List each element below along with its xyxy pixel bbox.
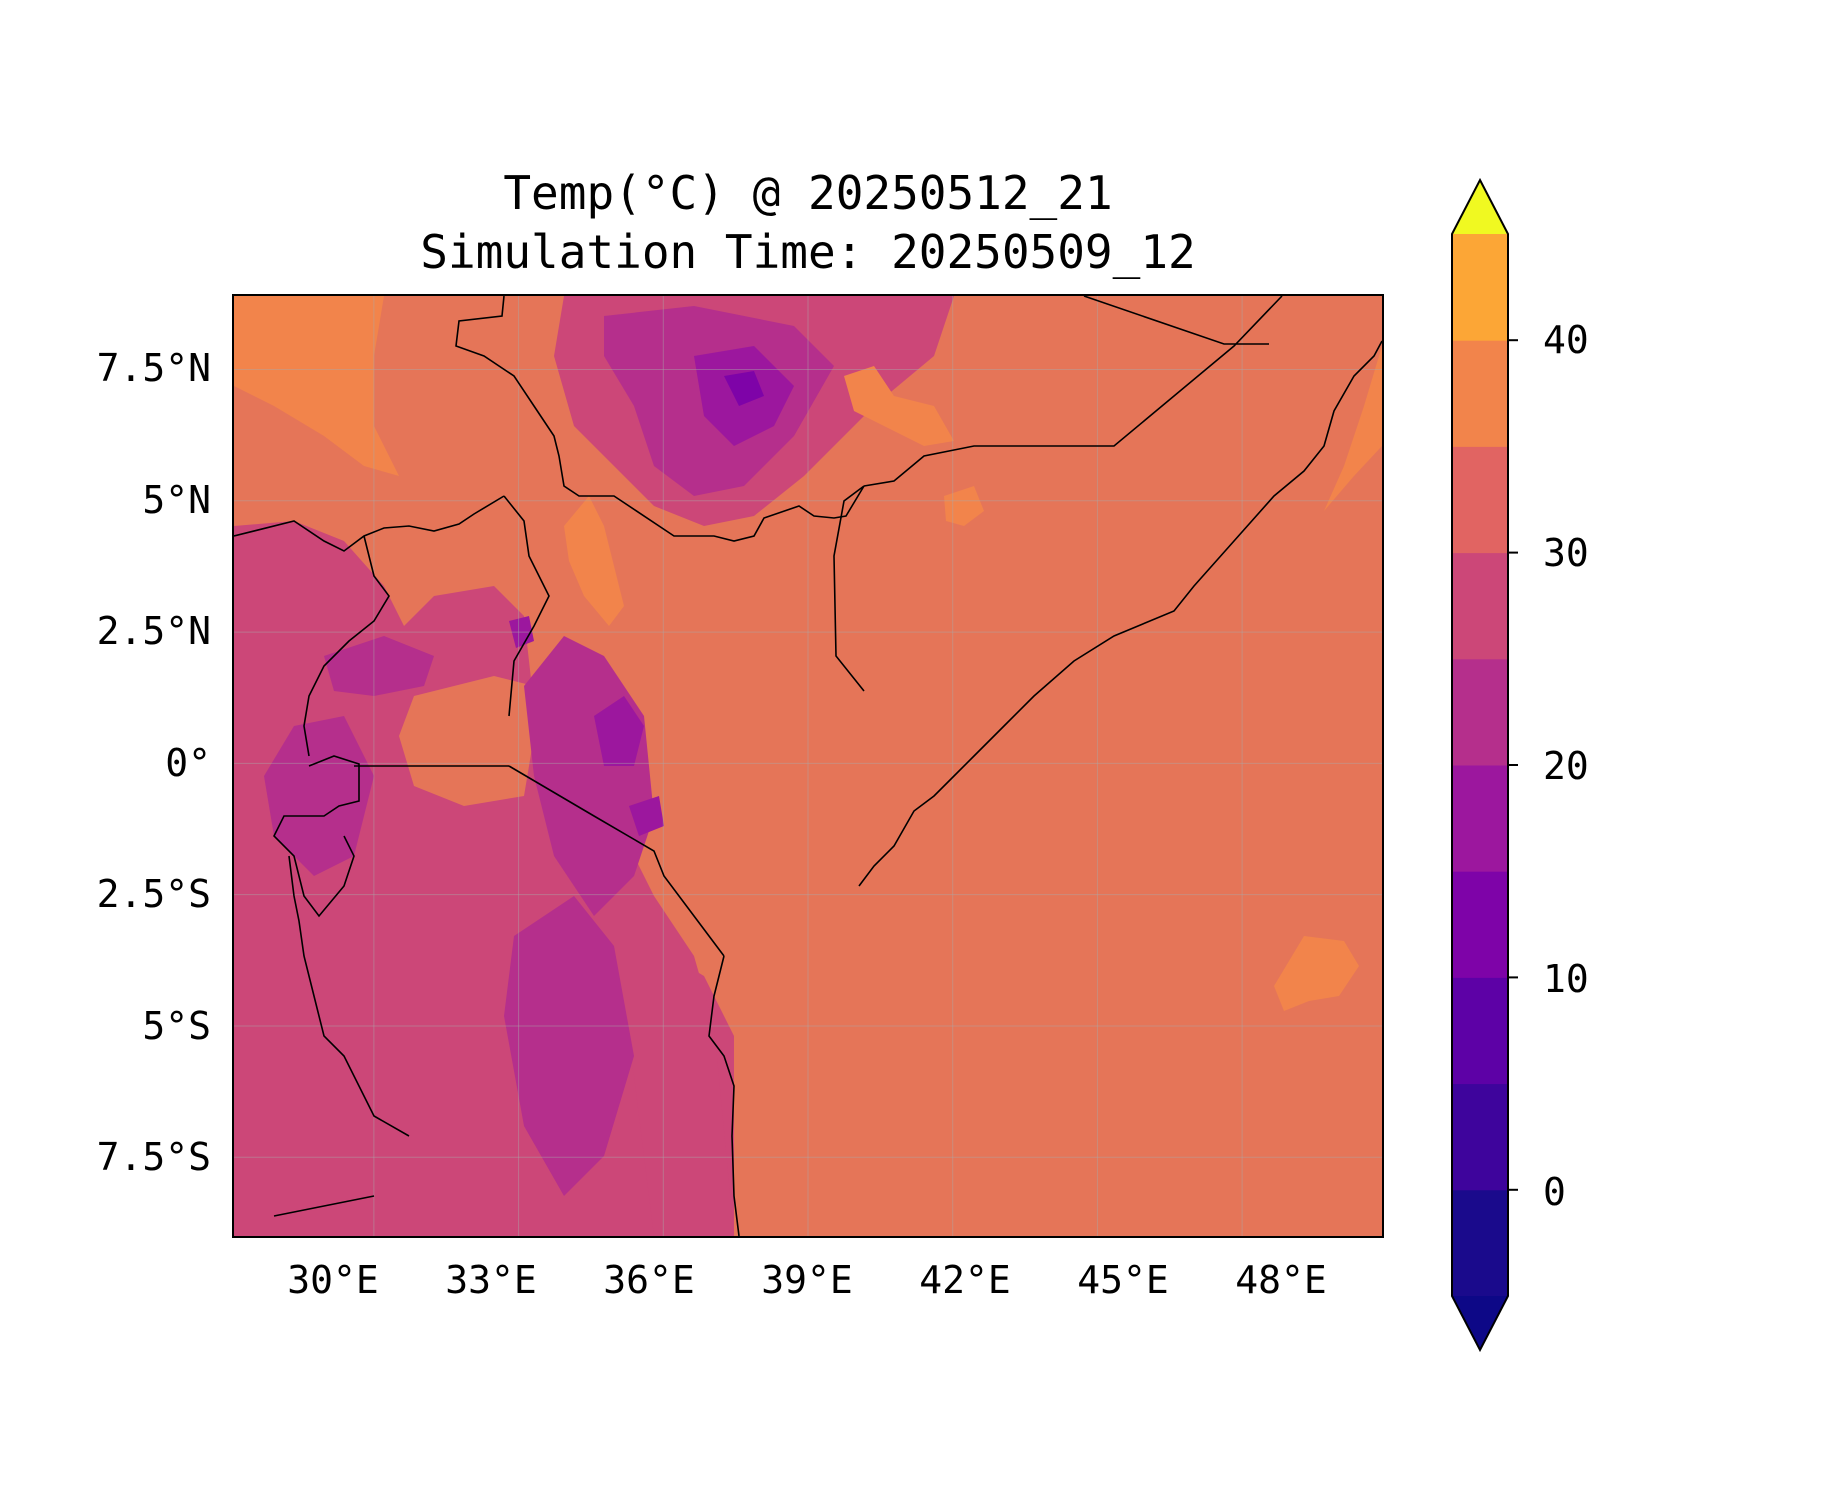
colorbar-band — [1452, 340, 1508, 447]
colorbar-extend-max — [1452, 180, 1508, 234]
colorbar-extend-min — [1452, 1296, 1508, 1350]
lat-tick-label: 7.5°N — [96, 346, 211, 390]
boundary-somalia-coast — [858, 340, 1382, 887]
contour-5-10-ethiopia — [724, 371, 764, 406]
contour-30-35-east-ethiopia — [844, 366, 954, 446]
contour-10-15-elgon — [509, 616, 534, 648]
lat-tick-label: 2.5°N — [96, 609, 211, 653]
contour-30-35-coast — [1324, 346, 1382, 511]
colorbar-band — [1452, 871, 1508, 978]
lon-tick-label: 36°E — [603, 1258, 695, 1302]
lat-tick-label: 0° — [165, 741, 211, 785]
contour-10-15-kili — [629, 796, 664, 836]
contour-30-35-turkana — [564, 496, 624, 626]
boundary-drc-uganda — [303, 535, 390, 757]
lon-tick-label: 48°E — [1235, 1258, 1327, 1302]
lake-victoria-warm — [399, 676, 534, 806]
colorbar-tick-label: 40 — [1543, 318, 1589, 362]
colorbar-band — [1452, 446, 1508, 554]
boundary-zambia — [273, 1195, 375, 1217]
contour-20-25-south — [594, 816, 734, 1236]
contour-15-20-uganda-west — [324, 636, 434, 696]
colorbar-tick-label: 30 — [1543, 531, 1589, 575]
boundaries — [234, 296, 1382, 1236]
boundary-lake-tanganyika — [288, 855, 410, 1137]
lat-tick-label: 5°N — [142, 478, 211, 522]
boundary-uganda-kenya — [503, 495, 550, 717]
lat-tick-label: 5°S — [142, 1004, 211, 1048]
colorbar-band — [1452, 234, 1508, 341]
contour-30-35-ogaden — [944, 486, 984, 526]
colorbar-band — [1452, 1189, 1508, 1297]
lat-tick-label: 2.5°S — [96, 872, 211, 916]
temperature-map — [234, 296, 1382, 1236]
colorbar-tick-label: 20 — [1543, 744, 1589, 788]
contour-10-15-mt-kenya — [594, 696, 644, 766]
contour-15-20-rwanda — [264, 716, 374, 876]
contour-30-35-northwest — [234, 296, 399, 476]
lon-tick-label: 42°E — [919, 1258, 1011, 1302]
boundary-ethiopia-somalia — [863, 296, 1283, 487]
colorbar-tick-label: 0 — [1543, 1170, 1566, 1214]
lon-tick-label: 33°E — [445, 1258, 537, 1302]
lon-tick-label: 45°E — [1077, 1258, 1169, 1302]
contour-30-35-offshore — [1274, 936, 1359, 1011]
chart-title: Temp(°C) @ 20250512_21 Simulation Time: … — [232, 164, 1384, 282]
colorbar-band — [1452, 1083, 1508, 1191]
boundary-south-sudan-ethiopia — [455, 296, 865, 542]
colorbar-outline — [1451, 177, 1509, 1353]
colorbar-band — [1452, 765, 1508, 872]
contour-15-20-tanzania — [504, 896, 634, 1196]
colorbar-band — [1452, 658, 1508, 766]
colorbar-tick-label: 10 — [1543, 957, 1589, 1001]
boundary-south-sudan-uganda — [234, 495, 505, 552]
colorbar-band — [1452, 977, 1508, 1085]
lon-tick-label: 39°E — [761, 1258, 853, 1302]
lat-tick-label: 7.5°S — [96, 1135, 211, 1179]
title-line-1: Temp(°C) @ 20250512_21 — [503, 166, 1113, 220]
boundary-ethiopia-east — [1083, 296, 1269, 345]
colorbar-band — [1452, 552, 1508, 660]
boundary-kenya-somalia — [833, 485, 865, 692]
map-panel — [232, 294, 1384, 1238]
title-line-2: Simulation Time: 20250509_12 — [420, 225, 1196, 279]
lon-tick-label: 30°E — [287, 1258, 379, 1302]
boundary-tanzania-east-coast — [708, 955, 740, 1236]
boundary-rwanda-burundi — [273, 755, 360, 918]
boundary-kenya-tanzania — [508, 765, 725, 957]
